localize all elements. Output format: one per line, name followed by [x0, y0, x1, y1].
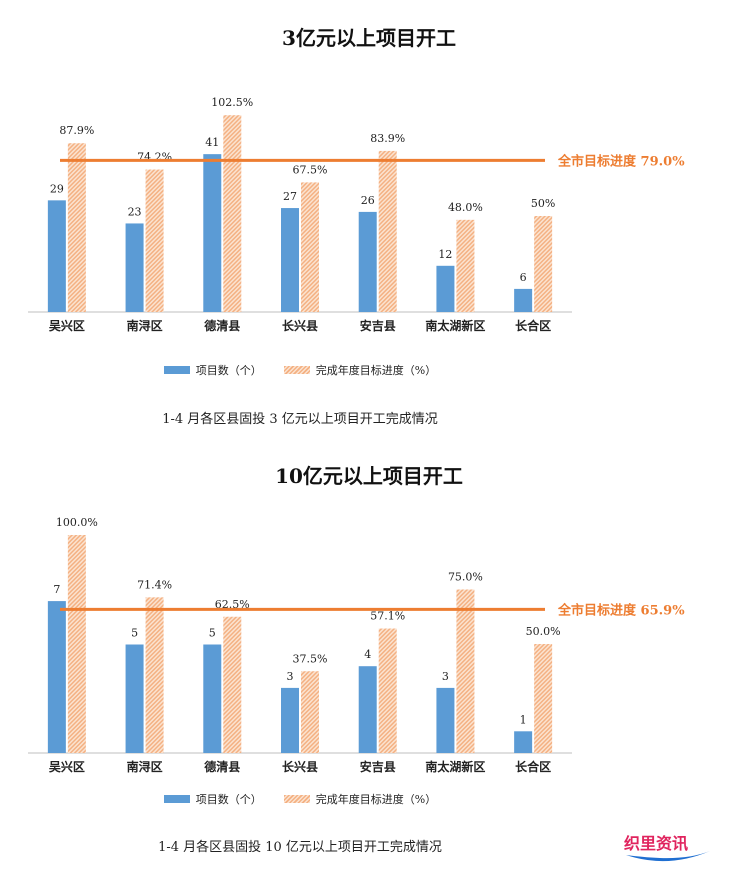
data-label-count: 7	[53, 583, 60, 596]
category-label: 长兴县	[282, 759, 318, 774]
category-label: 吴兴区	[49, 759, 85, 774]
legend-swatch-count	[163, 795, 190, 803]
data-label-count: 3	[287, 670, 294, 683]
data-label-progress: 67.5%	[293, 163, 328, 176]
data-label-count: 4	[364, 648, 371, 661]
bar-progress	[145, 597, 164, 753]
bar-progress	[301, 671, 319, 753]
data-label-count: 41	[205, 136, 219, 149]
bar-count	[47, 200, 66, 312]
data-label-progress: 37.5%	[293, 652, 328, 665]
legend: 项目数（个） 完成年度目标进度（%）	[0, 362, 600, 378]
bar-progress	[67, 535, 86, 753]
data-label-count: 6	[520, 271, 527, 284]
bar-count	[125, 644, 144, 753]
legend-label-count: 项目数（个）	[195, 793, 262, 806]
data-label-progress: 71.4%	[137, 578, 172, 591]
bar-count	[358, 666, 377, 753]
bar-progress	[378, 150, 397, 312]
data-label-progress: 48.0%	[448, 201, 483, 214]
reference-line-label: 全市目标进度 65.9%	[557, 602, 685, 618]
category-label: 长合区	[515, 759, 551, 774]
bar-progress	[534, 644, 553, 753]
data-label-count: 5	[131, 627, 138, 640]
bar-count	[514, 288, 533, 312]
reference-line-label: 全市目标进度 79.0%	[557, 153, 685, 169]
data-label-progress: 50.0%	[526, 625, 561, 638]
data-label-progress: 62.5%	[215, 598, 250, 611]
bar-count	[358, 211, 377, 312]
bar-chart-10yi: 7 100.0% 吴兴区 5 71.4% 南浔区 5 62.5% 德清县 3 37.5% 长兴县 4 57…	[28, 516, 685, 774]
category-label: 安吉县	[360, 318, 396, 333]
bar-progress	[67, 143, 86, 312]
data-label-progress: 50%	[531, 197, 555, 210]
category-label: 南浔区	[127, 318, 163, 333]
data-label-count: 27	[283, 190, 297, 203]
bar-count	[203, 154, 222, 312]
bar-count	[514, 731, 533, 753]
bar-progress	[456, 589, 475, 753]
data-label-progress: 57.1%	[370, 610, 405, 623]
legend: 项目数（个） 完成年度目标进度（%）	[0, 791, 600, 807]
data-label-count: 5	[209, 627, 216, 640]
chart-panel-10yi: 10亿元以上项目开工 7 100.0% 吴兴区 5 71.4% 南浔区 5 62.5% 德清县 3…	[0, 440, 738, 860]
bar-count	[436, 265, 455, 312]
data-label-count: 3	[442, 670, 449, 683]
legend-item-count: 项目数（个）	[163, 791, 262, 807]
chart-caption: 1-4 月各区县固投 3 亿元以上项目开工完成情况	[162, 412, 438, 427]
legend-label-progress: 完成年度目标进度（%）	[315, 793, 437, 806]
data-label-progress: 75.0%	[448, 571, 483, 584]
category-label: 安吉县	[360, 759, 396, 774]
logo-swoosh	[626, 851, 710, 862]
bar-progress	[378, 628, 397, 753]
data-label-progress: 83.9%	[370, 132, 405, 145]
category-label: 吴兴区	[49, 318, 85, 333]
legend-item-count: 项目数（个）	[163, 362, 262, 378]
bar-chart-3yi: 2987.9%吴兴区2374.2%南浔区41102.5%德清县2767.5%长兴…	[28, 96, 685, 333]
category-label: 德清县	[204, 318, 240, 333]
data-label-progress: 102.5%	[211, 96, 253, 109]
logo: 织里资讯	[624, 834, 710, 862]
bar-progress	[456, 219, 475, 312]
bar-count	[281, 687, 299, 753]
legend-item-progress: 完成年度目标进度（%）	[283, 362, 437, 378]
legend-swatch-count	[163, 366, 190, 374]
chart-caption: 1-4 月各区县固投 10 亿元以上项目开工完成情况	[158, 840, 442, 855]
data-label-count: 1	[520, 713, 527, 726]
chart-title: 3亿元以上项目开工	[282, 26, 456, 50]
bar-count	[203, 644, 222, 753]
bar-progress	[223, 616, 242, 753]
category-label: 长兴县	[282, 318, 318, 333]
bar-count	[125, 223, 144, 312]
bar-progress	[145, 169, 164, 312]
data-label-progress: 100.0%	[56, 516, 98, 529]
bar-count	[436, 687, 455, 753]
data-label-count: 29	[50, 182, 64, 195]
category-label: 南太湖新区	[425, 759, 485, 774]
data-label-count: 12	[438, 248, 452, 261]
category-label: 长合区	[515, 318, 551, 333]
data-label-count: 26	[361, 194, 375, 207]
bar-progress	[223, 115, 242, 312]
data-label-progress: 87.9%	[59, 124, 94, 137]
chart-title: 10亿元以上项目开工	[275, 464, 463, 488]
bar-progress	[534, 216, 553, 312]
legend-label-count: 项目数（个）	[195, 364, 262, 377]
bar-count	[47, 601, 66, 753]
bar-count	[281, 208, 299, 312]
chart-panel-3yi: 3亿元以上项目开工 29 87.9% 吴兴区 23 74.2% 南浔区 41 102.5% 德清…	[0, 0, 738, 435]
legend-swatch-progress	[283, 366, 310, 374]
legend-item-progress: 完成年度目标进度（%）	[283, 791, 437, 807]
legend-label-progress: 完成年度目标进度（%）	[315, 364, 437, 377]
data-label-count: 23	[128, 205, 142, 218]
category-label: 南太湖新区	[425, 318, 485, 333]
legend-swatch-progress	[283, 795, 310, 803]
category-label: 德清县	[204, 759, 240, 774]
bar-progress	[301, 182, 319, 312]
logo-text: 织里资讯	[624, 834, 688, 853]
category-label: 南浔区	[127, 759, 163, 774]
